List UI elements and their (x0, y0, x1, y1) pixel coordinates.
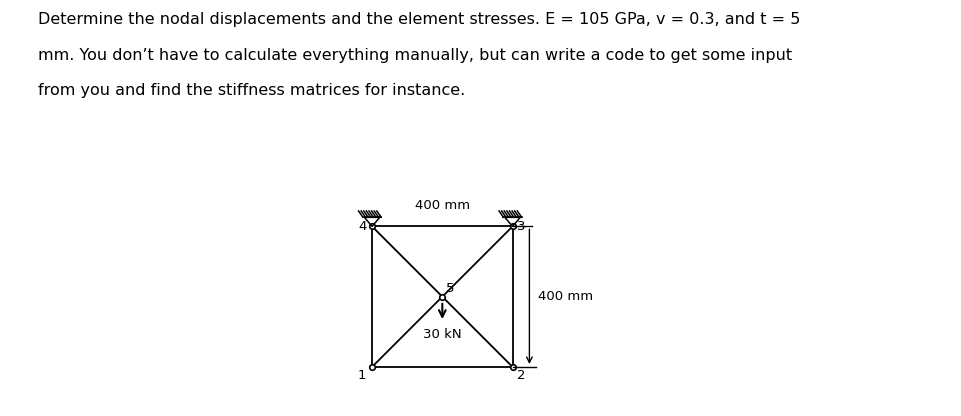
Text: Determine the nodal displacements and the element stresses. E = 105 GPa, v = 0.3: Determine the nodal displacements and th… (38, 12, 801, 27)
Text: 5: 5 (446, 282, 455, 295)
Text: 2: 2 (517, 369, 526, 382)
Text: 400 mm: 400 mm (538, 290, 593, 303)
Text: 1: 1 (358, 369, 366, 382)
Text: 30 kN: 30 kN (423, 328, 461, 341)
Text: 400 mm: 400 mm (415, 199, 470, 213)
Text: mm. You don’t have to calculate everything manually, but can write a code to get: mm. You don’t have to calculate everythi… (38, 48, 793, 63)
Text: from you and find the stiffness matrices for instance.: from you and find the stiffness matrices… (38, 83, 466, 98)
Text: 3: 3 (517, 220, 526, 233)
Text: 4: 4 (358, 220, 366, 233)
